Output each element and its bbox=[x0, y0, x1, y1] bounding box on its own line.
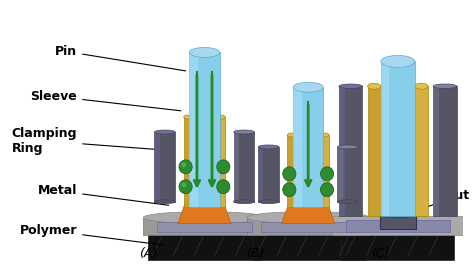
Ellipse shape bbox=[234, 200, 255, 204]
Ellipse shape bbox=[415, 83, 428, 89]
Bar bbox=[380, 215, 416, 228]
Ellipse shape bbox=[283, 183, 296, 197]
Ellipse shape bbox=[380, 212, 416, 218]
Ellipse shape bbox=[234, 130, 255, 134]
Bar bbox=[155, 132, 160, 202]
Bar bbox=[415, 86, 428, 216]
Ellipse shape bbox=[321, 133, 329, 137]
Text: (C): (C) bbox=[371, 247, 390, 260]
Bar bbox=[332, 216, 464, 235]
Bar bbox=[143, 218, 266, 235]
Bar bbox=[247, 218, 370, 235]
Text: Polymer: Polymer bbox=[19, 224, 164, 245]
Bar bbox=[368, 86, 381, 216]
Bar bbox=[190, 52, 219, 207]
Bar bbox=[157, 222, 252, 231]
Bar bbox=[381, 62, 415, 216]
Ellipse shape bbox=[287, 133, 295, 137]
Ellipse shape bbox=[182, 162, 186, 167]
Bar bbox=[258, 147, 279, 202]
Bar bbox=[155, 132, 175, 202]
Bar bbox=[258, 147, 264, 202]
Bar bbox=[291, 142, 325, 207]
Bar bbox=[337, 147, 358, 202]
Ellipse shape bbox=[155, 200, 175, 204]
Ellipse shape bbox=[247, 212, 370, 224]
Bar bbox=[218, 117, 225, 207]
Bar bbox=[234, 132, 239, 202]
Ellipse shape bbox=[182, 182, 186, 187]
Ellipse shape bbox=[337, 200, 358, 204]
Text: Clamping
Ring: Clamping Ring bbox=[12, 127, 173, 155]
Bar bbox=[293, 87, 302, 207]
Ellipse shape bbox=[155, 130, 175, 134]
Text: Metal: Metal bbox=[38, 184, 169, 205]
Bar bbox=[234, 132, 255, 202]
Ellipse shape bbox=[293, 82, 323, 92]
Text: (A): (A) bbox=[138, 247, 157, 260]
Bar bbox=[261, 222, 356, 231]
Ellipse shape bbox=[381, 55, 415, 67]
Bar bbox=[287, 135, 295, 207]
Bar bbox=[252, 231, 365, 260]
Polygon shape bbox=[178, 202, 231, 224]
Bar bbox=[339, 86, 363, 216]
Ellipse shape bbox=[184, 115, 191, 119]
Bar bbox=[148, 231, 261, 260]
Ellipse shape bbox=[337, 145, 358, 149]
Ellipse shape bbox=[217, 160, 230, 174]
Ellipse shape bbox=[433, 84, 457, 89]
Bar bbox=[190, 52, 199, 207]
Ellipse shape bbox=[289, 198, 327, 206]
Bar bbox=[339, 86, 345, 216]
Ellipse shape bbox=[186, 198, 223, 206]
Ellipse shape bbox=[179, 180, 192, 194]
Text: Sleeve: Sleeve bbox=[30, 90, 181, 111]
Text: Nut: Nut bbox=[393, 189, 470, 220]
Bar bbox=[381, 62, 389, 216]
Ellipse shape bbox=[283, 167, 296, 181]
Ellipse shape bbox=[339, 84, 363, 89]
Bar bbox=[337, 147, 343, 202]
Bar bbox=[433, 86, 457, 216]
Ellipse shape bbox=[217, 180, 230, 194]
Ellipse shape bbox=[368, 83, 381, 89]
Bar bbox=[321, 135, 329, 207]
Ellipse shape bbox=[320, 183, 334, 197]
Ellipse shape bbox=[258, 200, 279, 204]
Ellipse shape bbox=[179, 160, 192, 174]
Bar bbox=[346, 220, 450, 231]
Ellipse shape bbox=[218, 115, 225, 119]
Bar bbox=[184, 117, 191, 207]
Bar bbox=[293, 87, 323, 207]
Ellipse shape bbox=[190, 47, 219, 57]
Text: Pin: Pin bbox=[55, 45, 186, 71]
Bar bbox=[188, 127, 221, 207]
Bar bbox=[341, 231, 455, 260]
Ellipse shape bbox=[143, 212, 266, 224]
Text: (B): (B) bbox=[246, 247, 264, 260]
Ellipse shape bbox=[258, 145, 279, 149]
Bar bbox=[433, 86, 439, 216]
Polygon shape bbox=[282, 202, 335, 224]
Ellipse shape bbox=[320, 167, 334, 181]
